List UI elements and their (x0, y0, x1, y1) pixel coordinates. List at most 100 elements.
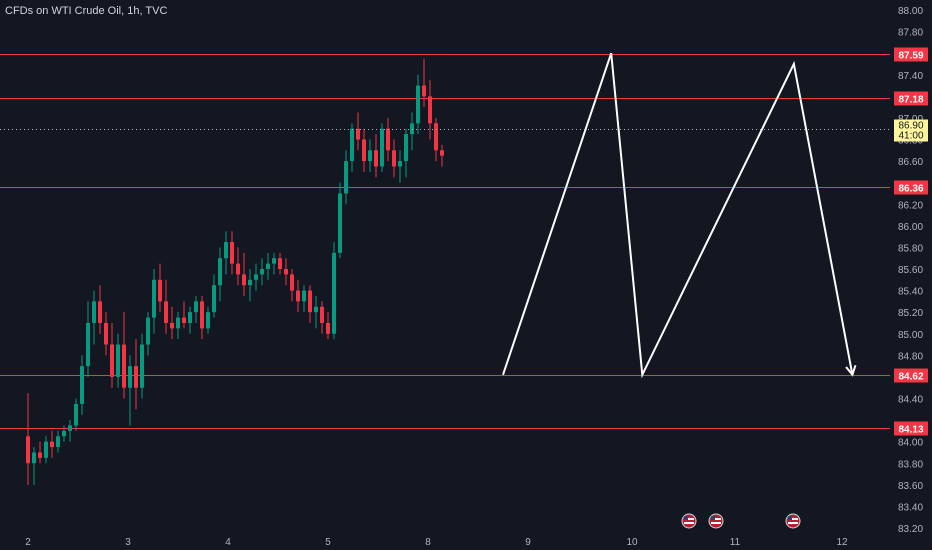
candle-body (278, 258, 282, 269)
candle-body (260, 269, 264, 275)
candle-body (434, 123, 438, 151)
time-axis[interactable]: 2 3 4 5 8 9 10 11 12 (25, 537, 848, 548)
level-badge-label: 87.18 (898, 95, 923, 106)
candle-body (206, 312, 210, 329)
candle-body (356, 128, 360, 140)
price-tick-label: 87.40 (898, 71, 923, 82)
candle-body (140, 344, 144, 388)
price-tick-label: 83.20 (898, 524, 923, 535)
price-axis[interactable]: 88.0087.8087.4087.0086.8086.6086.2086.00… (898, 6, 923, 535)
candle-body (152, 279, 156, 318)
price-tick-label: 86.20 (898, 200, 923, 211)
candle-body (422, 85, 426, 97)
economic-event-icons[interactable] (681, 513, 801, 529)
candle-body (332, 252, 336, 334)
candle-body (212, 285, 216, 313)
time-tick-label: 3 (125, 537, 131, 548)
arrowhead (845, 364, 857, 377)
candle-body (80, 366, 84, 404)
candle-body (98, 301, 102, 323)
candle-body (428, 96, 432, 124)
price-tick-label: 87.00 (898, 114, 923, 125)
candle-body (410, 123, 414, 135)
candle-body (68, 425, 72, 431)
candle-body (368, 150, 372, 162)
candle-body (344, 161, 348, 194)
candle-body (248, 279, 252, 286)
chart-title: CFDs on WTI Crude Oil, 1h, TVC (5, 5, 168, 17)
candle-body (380, 128, 384, 167)
candle-body (218, 258, 222, 286)
level-badge-bg (894, 91, 928, 106)
level-badge-bg (894, 180, 928, 195)
candle-body (86, 322, 90, 367)
candle-body (362, 139, 366, 162)
price-tick-label: 85.20 (898, 308, 923, 319)
pattern-drawing[interactable] (502, 52, 854, 379)
candle-body (266, 263, 270, 269)
time-tick-label: 10 (626, 537, 638, 548)
candle-body (236, 263, 240, 275)
candle-body (170, 322, 174, 329)
price-tick-label: 86.60 (898, 157, 923, 168)
candle-body (128, 366, 132, 388)
time-tick-label: 8 (425, 537, 431, 548)
time-tick-label: 5 (325, 537, 331, 548)
candle-body (56, 436, 60, 448)
level-badges: 87.59 87.18 86.36 84.62 84.13 (894, 47, 928, 436)
horizontal-levels[interactable] (0, 54, 890, 429)
current-price-countdown: 41:00 (898, 131, 923, 142)
candle-body (296, 290, 300, 302)
candle-body (386, 128, 390, 151)
candle-body (302, 290, 306, 302)
candle-body (290, 274, 294, 291)
candle-body (122, 344, 126, 388)
level-badge-bg (894, 47, 928, 62)
candle-body (44, 441, 48, 458)
candle-body (416, 85, 420, 124)
candle-body (38, 452, 42, 458)
candle-body (440, 150, 444, 156)
candle-body (224, 242, 228, 259)
price-tick-label: 85.80 (898, 243, 923, 254)
level-badge-bg (894, 368, 928, 383)
time-tick-label: 12 (836, 537, 848, 548)
candle-body (338, 193, 342, 253)
candle-body (188, 312, 192, 323)
current-price-label: 86.90 (898, 121, 923, 132)
candle-body (74, 403, 78, 426)
candle-body (308, 290, 312, 313)
price-tick-label: 85.00 (898, 330, 923, 341)
candle-body (326, 322, 330, 334)
candle-body (158, 279, 162, 302)
us-flag-event-icon[interactable] (785, 513, 801, 529)
candle-body (314, 306, 318, 313)
level-badge-label: 84.13 (898, 425, 923, 436)
price-tick-label: 85.60 (898, 265, 923, 276)
candle-body (32, 452, 36, 464)
candle-body (242, 274, 246, 286)
time-tick-label: 2 (25, 537, 31, 548)
candle-body (104, 322, 108, 345)
us-flag-event-icon[interactable] (708, 513, 724, 529)
level-badge-label: 84.62 (898, 372, 923, 383)
candle-body (272, 258, 276, 264)
price-tick-label: 84.40 (898, 395, 923, 406)
us-flag-event-icon[interactable] (681, 513, 697, 529)
price-tick-label: 83.80 (898, 459, 923, 470)
level-badge-label: 86.36 (898, 184, 923, 195)
candle-body (350, 128, 354, 162)
candle-body (404, 134, 408, 162)
candle-body (116, 344, 120, 377)
candle-body (182, 317, 186, 323)
candle-body (398, 161, 402, 167)
time-tick-label: 11 (730, 537, 741, 548)
price-tick-label: 88.00 (898, 6, 923, 17)
price-tick-label: 84.00 (898, 438, 923, 449)
candle-body (230, 242, 234, 264)
candle-body (26, 436, 30, 464)
current-price-bg (894, 119, 928, 142)
candle-body (110, 344, 114, 377)
